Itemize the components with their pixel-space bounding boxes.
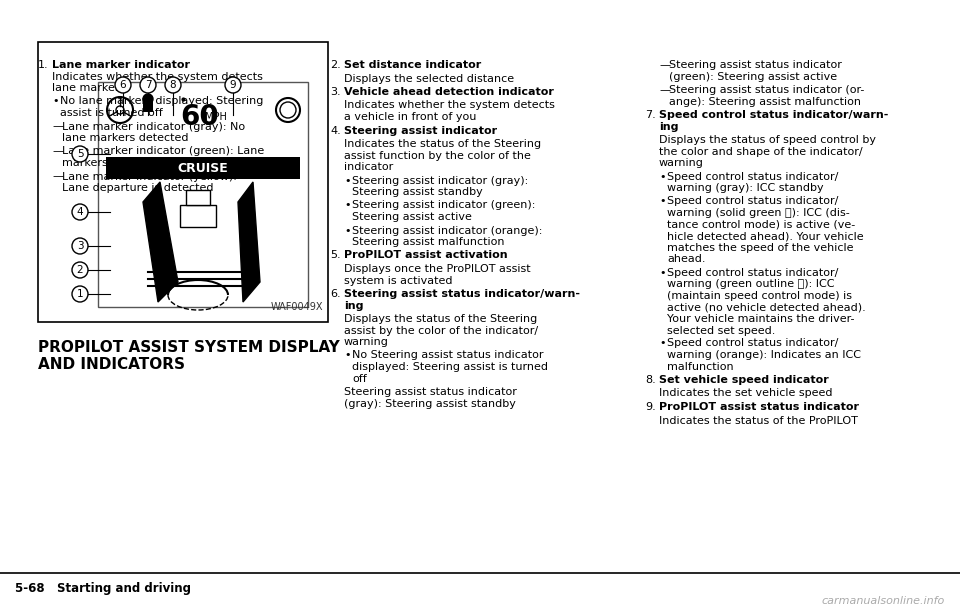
- Text: 4: 4: [77, 207, 84, 217]
- Text: •: •: [659, 172, 665, 181]
- Text: Speed control status indicator/warn-
ing: Speed control status indicator/warn- ing: [659, 110, 888, 131]
- Circle shape: [72, 238, 88, 254]
- Text: Set vehicle speed indicator: Set vehicle speed indicator: [659, 375, 828, 385]
- Text: 2: 2: [77, 265, 84, 275]
- Text: 6: 6: [120, 80, 127, 90]
- Text: 5.: 5.: [330, 251, 341, 260]
- Bar: [186, 190, 210, 205]
- Text: Displays the status of speed control by
the color and shape of the indicator/
wa: Displays the status of speed control by …: [659, 135, 876, 168]
- Circle shape: [107, 97, 133, 123]
- Text: MPH: MPH: [205, 112, 227, 122]
- Text: Lane marker indicator: Lane marker indicator: [52, 60, 190, 70]
- Bar: [106, 157, 300, 179]
- Text: 2.: 2.: [330, 60, 341, 70]
- Text: •: •: [344, 225, 350, 235]
- Circle shape: [280, 102, 296, 118]
- Text: Speed control status indicator/
warning (gray): ICC standby: Speed control status indicator/ warning …: [667, 172, 838, 193]
- Bar: [180, 205, 216, 227]
- Text: 3: 3: [77, 241, 84, 251]
- Text: •: •: [344, 175, 350, 186]
- Text: 7.: 7.: [645, 110, 656, 120]
- Text: Displays the status of the Steering
assist by the color of the indicator/
warnin: Displays the status of the Steering assi…: [344, 314, 539, 347]
- Text: 9.: 9.: [645, 402, 656, 412]
- Text: —: —: [52, 172, 63, 181]
- Text: Steering assist status indicator
(gray): Steering assist standby: Steering assist status indicator (gray):…: [344, 387, 516, 409]
- Bar: [38, 42, 328, 322]
- Circle shape: [115, 77, 131, 93]
- Text: Indicates the set vehicle speed: Indicates the set vehicle speed: [659, 389, 832, 398]
- Circle shape: [72, 204, 88, 220]
- Text: •: •: [659, 268, 665, 277]
- Text: 5-68   Starting and driving: 5-68 Starting and driving: [15, 582, 191, 595]
- Text: Steering assist status indicator/warn-
ing: Steering assist status indicator/warn- i…: [344, 289, 580, 310]
- Text: 1.: 1.: [38, 60, 49, 70]
- Text: Steering assist status indicator
(green): Steering assist active: Steering assist status indicator (green)…: [669, 60, 842, 82]
- Polygon shape: [143, 182, 178, 302]
- Text: Displays the selected distance: Displays the selected distance: [344, 73, 515, 84]
- Text: Steering assist indicator (orange):
Steering assist malfunction: Steering assist indicator (orange): Stee…: [352, 225, 542, 247]
- Text: 6.: 6.: [330, 289, 341, 299]
- Text: WAF0049X: WAF0049X: [271, 302, 323, 312]
- Text: ProPILOT assist status indicator: ProPILOT assist status indicator: [659, 402, 859, 412]
- Text: 8.: 8.: [645, 375, 656, 385]
- Text: carmanualsonline.info: carmanualsonline.info: [822, 596, 945, 606]
- Text: Steering assist indicator (green):
Steering assist active: Steering assist indicator (green): Steer…: [352, 200, 536, 222]
- Text: PROPILOT ASSIST SYSTEM DISPLAY
AND INDICATORS: PROPILOT ASSIST SYSTEM DISPLAY AND INDIC…: [38, 340, 340, 372]
- Circle shape: [143, 94, 153, 104]
- Text: ProPILOT assist activation: ProPILOT assist activation: [344, 251, 508, 260]
- Text: Lane marker indicator (gray): No
lane markers detected: Lane marker indicator (gray): No lane ma…: [62, 122, 245, 143]
- Text: Vehicle ahead detection indicator: Vehicle ahead detection indicator: [344, 87, 554, 97]
- Circle shape: [72, 286, 88, 302]
- Text: 3.: 3.: [330, 87, 341, 97]
- Text: 9: 9: [229, 80, 236, 90]
- Bar: [143, 100, 153, 112]
- Text: Speed control status indicator/
warning (solid green Ⓜ): ICC (dis-
tance control: Speed control status indicator/ warning …: [667, 197, 864, 265]
- Circle shape: [276, 98, 300, 122]
- Text: •: •: [52, 97, 59, 106]
- Text: —: —: [659, 60, 670, 70]
- Text: 60: 60: [180, 103, 219, 131]
- Circle shape: [165, 77, 181, 93]
- Text: Indicates the status of the ProPILOT: Indicates the status of the ProPILOT: [659, 415, 858, 425]
- Circle shape: [72, 262, 88, 278]
- Text: Steering assist status indicator (or-
ange): Steering assist malfunction: Steering assist status indicator (or- an…: [669, 85, 864, 106]
- Circle shape: [225, 77, 241, 93]
- Text: •: •: [659, 197, 665, 207]
- Text: Indicates the status of the Steering
assist function by the color of the
indicat: Indicates the status of the Steering ass…: [344, 139, 541, 172]
- Text: Steering assist indicator (gray):
Steering assist standby: Steering assist indicator (gray): Steeri…: [352, 175, 528, 197]
- Text: Lane marker indicator (yellow):
Lane departure is detected: Lane marker indicator (yellow): Lane dep…: [62, 172, 237, 193]
- Circle shape: [72, 146, 88, 162]
- Text: CRUISE: CRUISE: [178, 161, 228, 175]
- Text: •: •: [659, 338, 665, 348]
- Text: 4.: 4.: [330, 125, 341, 136]
- Text: No Steering assist status indicator
displayed: Steering assist is turned
off: No Steering assist status indicator disp…: [352, 351, 548, 384]
- Text: •: •: [344, 200, 350, 211]
- Text: —: —: [52, 147, 63, 156]
- Text: Speed control status indicator/
warning (orange): Indicates an ICC
malfunction: Speed control status indicator/ warning …: [667, 338, 861, 371]
- Text: No lane markers displayed: Steering
assist is turned off: No lane markers displayed: Steering assi…: [60, 97, 263, 118]
- Text: Set distance indicator: Set distance indicator: [344, 60, 481, 70]
- Text: Indicates whether the system detects
lane markers: Indicates whether the system detects lan…: [52, 71, 263, 93]
- Text: 5: 5: [77, 149, 84, 159]
- Text: •: •: [344, 351, 350, 360]
- Text: Steering assist indicator: Steering assist indicator: [344, 125, 497, 136]
- Text: —: —: [52, 122, 63, 131]
- Text: 8: 8: [170, 80, 177, 90]
- Text: 1: 1: [77, 289, 84, 299]
- Text: Lane marker indicator (green): Lane
markers detected: Lane marker indicator (green): Lane mark…: [62, 147, 264, 168]
- Text: —: —: [659, 85, 670, 95]
- Text: Speed control status indicator/
warning (green outline Ⓜ): ICC
(maintain speed c: Speed control status indicator/ warning …: [667, 268, 866, 335]
- Polygon shape: [238, 182, 260, 302]
- Circle shape: [116, 106, 124, 114]
- Bar: [98, 82, 308, 307]
- Text: 7: 7: [145, 80, 152, 90]
- Text: Displays once the ProPILOT assist
system is activated: Displays once the ProPILOT assist system…: [344, 264, 531, 285]
- Text: Indicates whether the system detects
a vehicle in front of you: Indicates whether the system detects a v…: [344, 100, 555, 122]
- Circle shape: [140, 77, 156, 93]
